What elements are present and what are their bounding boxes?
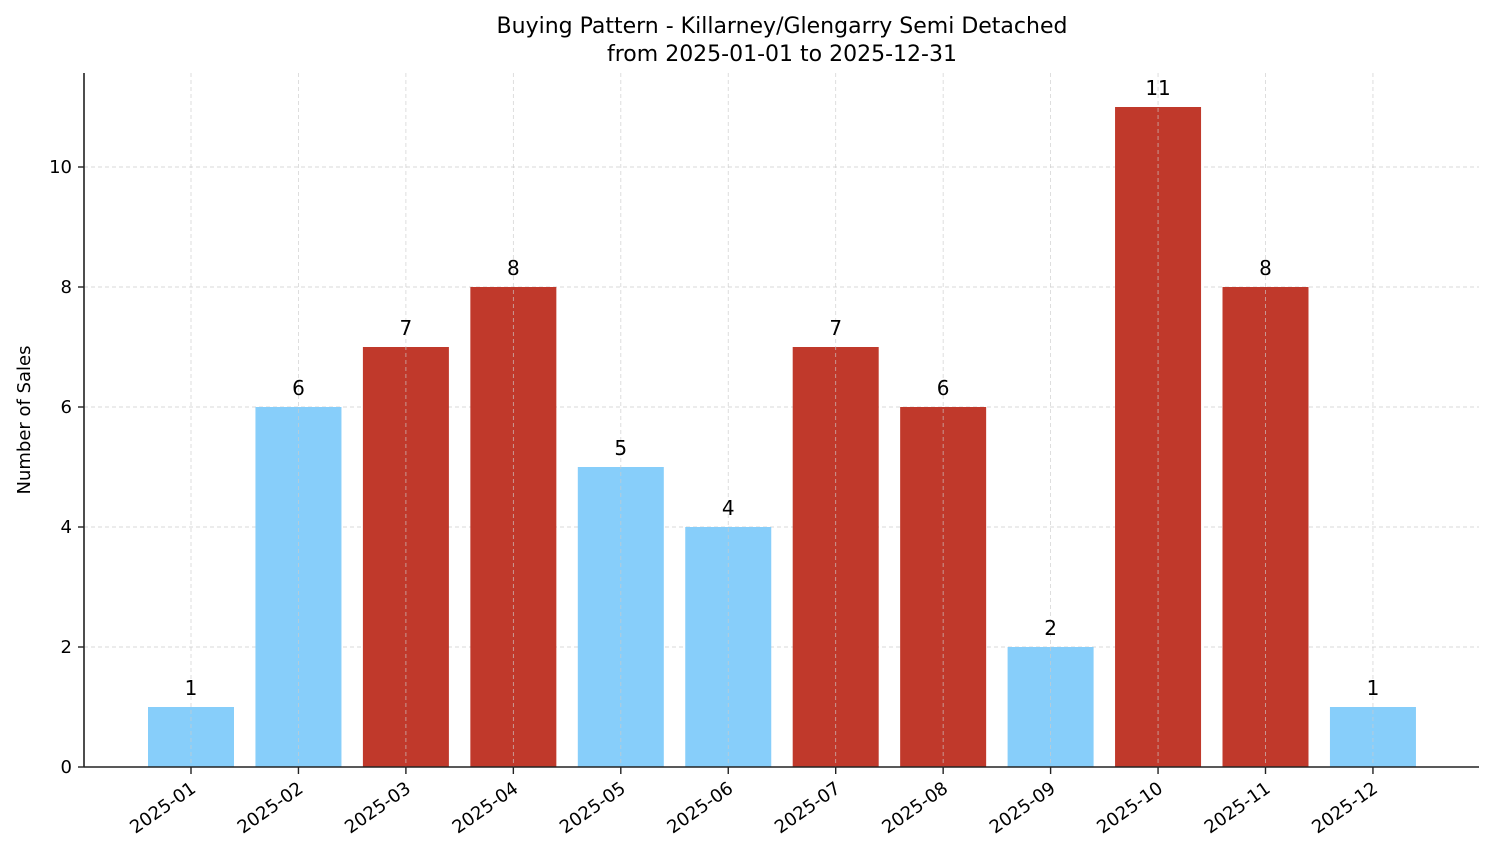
bar-value-label: 11 <box>1145 76 1170 100</box>
y-tick-label: 0 <box>61 757 72 778</box>
x-tick-label: 2025-07 <box>771 778 845 838</box>
x-tick-label: 2025-01 <box>126 778 200 838</box>
x-tick-label: 2025-09 <box>986 778 1060 838</box>
bar-value-label: 6 <box>937 376 950 400</box>
y-tick-label: 10 <box>49 157 72 178</box>
y-tick-label: 6 <box>61 397 72 418</box>
bar-2025-11 <box>1222 287 1309 767</box>
bar-value-label: 5 <box>614 436 627 460</box>
bars <box>148 107 1416 767</box>
bar-value-label: 1 <box>1367 676 1380 700</box>
chart-title: Buying Pattern - Killarney/Glengarry Sem… <box>497 14 1068 39</box>
bar-2025-05 <box>577 467 664 767</box>
chart-subtitle: from 2025-01-01 to 2025-12-31 <box>607 42 957 67</box>
bar-value-label: 8 <box>507 256 520 280</box>
bar-2025-04 <box>470 287 557 767</box>
x-tick-label: 2025-05 <box>556 778 630 838</box>
x-axis-ticks: 2025-01 2025-02 2025-03 2025-04 2025-05 2025-… <box>126 767 1382 838</box>
x-tick-label: 2025-03 <box>341 778 415 838</box>
bar-value-label: 1 <box>185 676 198 700</box>
y-tick-label: 2 <box>61 637 72 658</box>
y-axis-label: Number of Sales <box>14 345 35 494</box>
bar-value-label: 2 <box>1044 616 1057 640</box>
bar-value-labels: 1 6 7 8 5 4 7 6 2 11 8 1 <box>185 76 1380 700</box>
y-tick-label: 4 <box>61 517 72 538</box>
x-tick-label: 2025-08 <box>878 778 952 838</box>
x-tick-label: 2025-10 <box>1093 778 1167 838</box>
x-tick-label: 2025-11 <box>1201 778 1275 838</box>
y-tick-label: 8 <box>61 277 72 298</box>
bar-value-label: 7 <box>829 316 842 340</box>
bar-value-label: 4 <box>722 496 735 520</box>
x-tick-label: 2025-06 <box>663 778 737 838</box>
x-tick-label: 2025-04 <box>449 778 523 838</box>
bar-2025-01 <box>148 707 234 767</box>
bar-value-label: 7 <box>400 316 413 340</box>
vertical-grid-lines <box>190 73 1374 767</box>
x-tick-label: 2025-02 <box>234 778 308 838</box>
y-axis-ticks: 0 2 4 6 8 10 <box>49 157 84 778</box>
x-tick-label: 2025-12 <box>1308 778 1382 838</box>
bar-2025-12 <box>1329 707 1416 767</box>
bar-value-label: 8 <box>1259 256 1272 280</box>
bar-value-label: 6 <box>292 376 305 400</box>
